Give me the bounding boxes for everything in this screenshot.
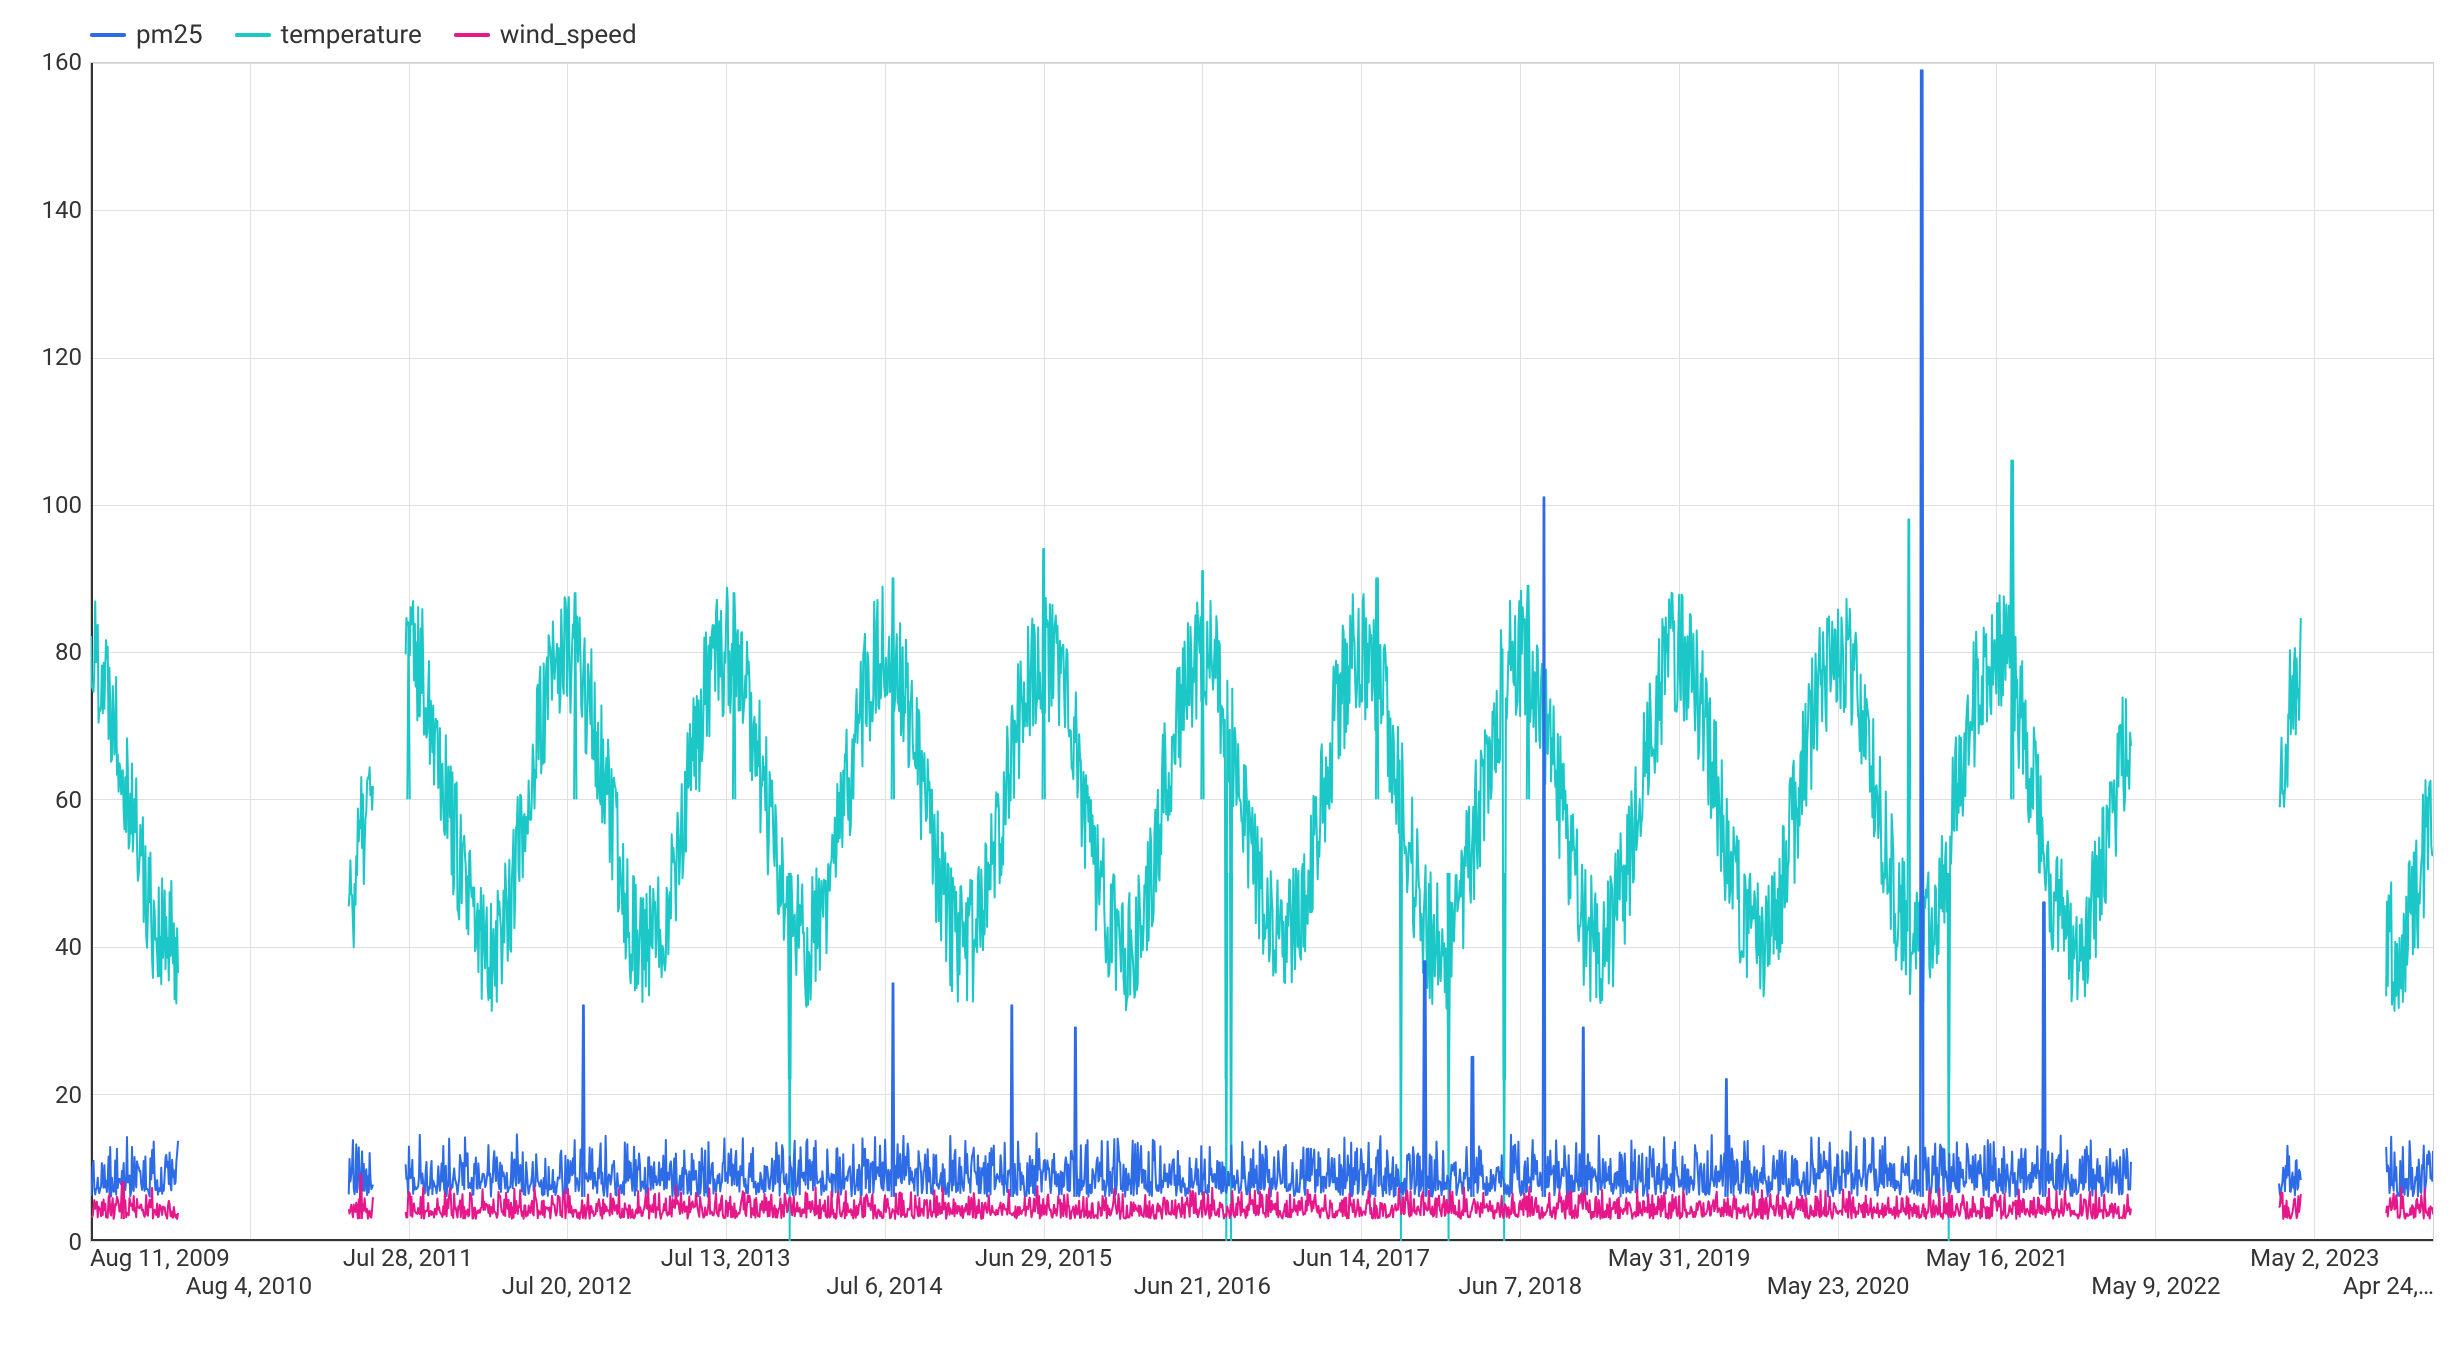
x-tick-label: May 2, 2023 <box>2250 1244 2379 1272</box>
y-tick-label: 160 <box>42 48 82 76</box>
legend-label: pm25 <box>136 20 203 50</box>
legend-swatch-wind_speed <box>454 33 490 37</box>
legend-swatch-pm25 <box>90 33 126 37</box>
x-tick-label: May 23, 2020 <box>1767 1272 1910 1300</box>
legend-label: temperature <box>281 20 422 50</box>
x-tick-label: Jun 29, 2015 <box>975 1244 1112 1272</box>
x-tick-label: May 9, 2022 <box>2091 1272 2220 1300</box>
x-tick-label: May 31, 2019 <box>1608 1244 1751 1272</box>
x-tick-label: Aug 11, 2009 <box>90 1244 230 1272</box>
plot-outer: 020406080100120140160 <box>20 62 2434 1242</box>
legend-label: wind_speed <box>500 20 637 50</box>
x-tick-label: Jun 21, 2016 <box>1134 1272 1271 1300</box>
legend-item-wind_speed[interactable]: wind_speed <box>454 20 637 50</box>
series-line-wind_speed <box>91 1175 2433 1219</box>
x-tick-label: May 16, 2021 <box>1926 1244 2069 1272</box>
x-tick-label: Jul 20, 2012 <box>502 1272 632 1300</box>
y-tick-label: 100 <box>42 491 82 519</box>
x-tick-label: Jun 7, 2018 <box>1458 1272 1582 1300</box>
y-axis: 020406080100120140160 <box>20 62 90 1242</box>
x-tick-label: Aug 4, 2010 <box>186 1272 312 1300</box>
x-axis: Aug 11, 2009Aug 4, 2010 Jul 28, 2011 Jul 2… <box>90 1242 2434 1302</box>
x-tick-label: Jun 14, 2017 <box>1293 1244 1430 1272</box>
timeseries-chart: pm25 temperature wind_speed 0 20 40 60 80 100… <box>20 20 2434 1302</box>
x-tick-label: Jul 6, 2014 <box>826 1272 942 1300</box>
chart-legend: pm25 temperature wind_speed <box>90 20 2434 50</box>
plot-area[interactable] <box>90 62 2434 1242</box>
y-tick-label: 60 <box>55 786 82 814</box>
y-tick-label: 40 <box>55 933 82 961</box>
y-tick-label: 140 <box>42 196 82 224</box>
y-tick-label: 20 <box>55 1081 82 1109</box>
x-tick-label: Jul 13, 2013 <box>661 1244 791 1272</box>
legend-item-pm25[interactable]: pm25 <box>90 20 203 50</box>
y-tick-label: 120 <box>42 343 82 371</box>
x-tick-label: Apr 24,… <box>2343 1272 2434 1300</box>
y-tick-label: 80 <box>55 638 82 666</box>
legend-item-temperature[interactable]: temperature <box>235 20 422 50</box>
series-wind_speed <box>91 63 2433 1241</box>
x-tick-label: Jul 28, 2011 <box>343 1244 473 1272</box>
legend-swatch-temperature <box>235 33 271 37</box>
y-tick-label: 0 <box>69 1228 83 1256</box>
